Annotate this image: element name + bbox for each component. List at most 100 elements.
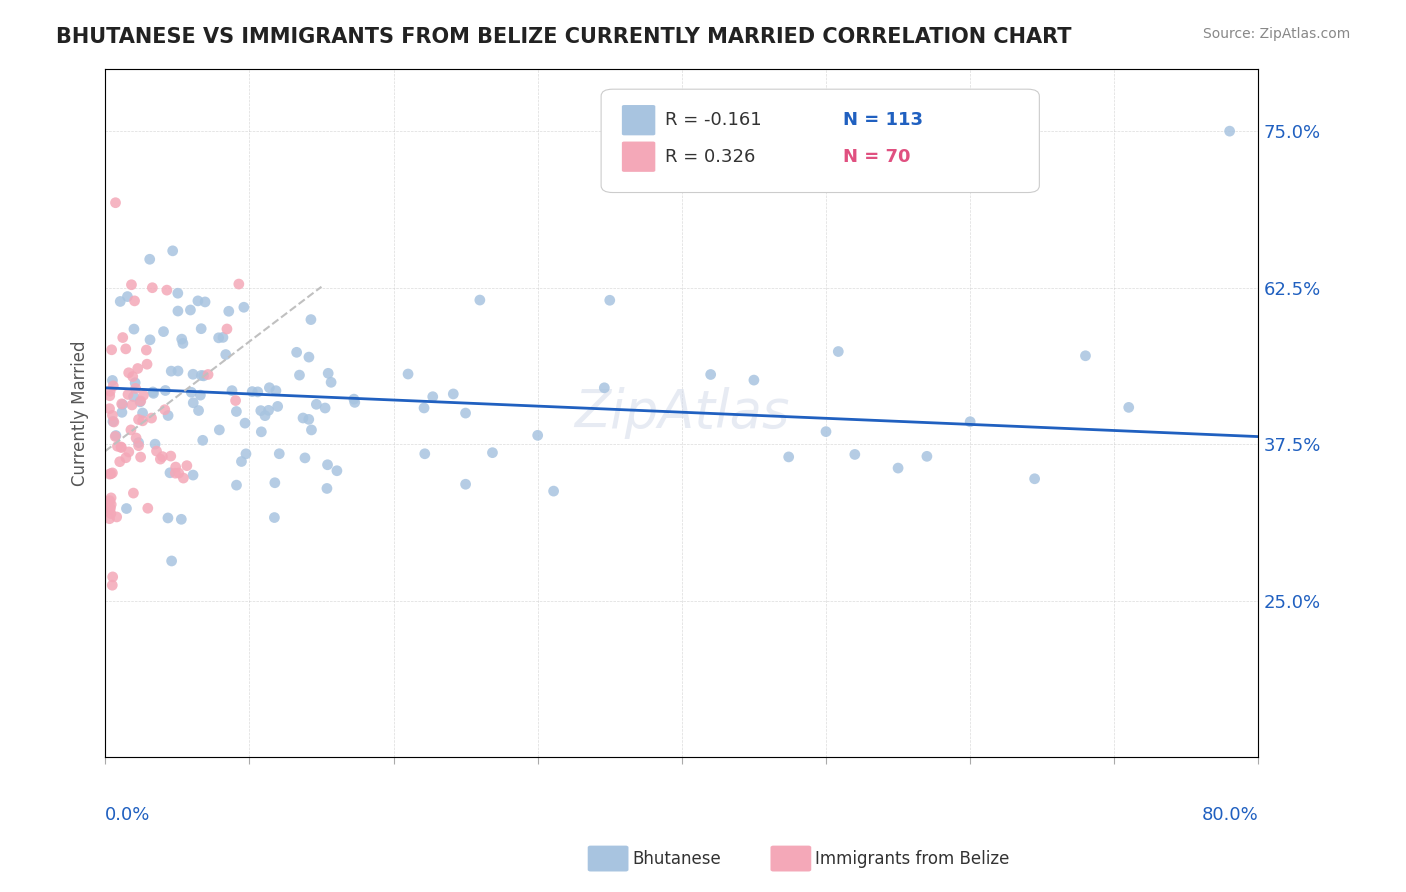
Point — [191, 434, 214, 448]
Point — [122, 390, 145, 404]
Point — [159, 449, 181, 463]
Point — [208, 331, 231, 345]
Point — [128, 435, 150, 450]
Point — [305, 397, 328, 411]
Point — [814, 425, 837, 439]
Point — [263, 475, 285, 490]
Point — [162, 244, 184, 258]
Point — [454, 477, 477, 491]
Point — [259, 381, 281, 395]
Point — [249, 403, 271, 417]
FancyBboxPatch shape — [602, 89, 1039, 193]
Point — [156, 283, 179, 297]
Point — [98, 495, 121, 509]
Point — [122, 486, 145, 500]
Point — [187, 293, 209, 308]
Point — [269, 447, 291, 461]
Point — [212, 330, 235, 344]
Point — [152, 450, 174, 464]
Point — [98, 389, 121, 403]
Point — [100, 343, 122, 357]
Point — [141, 411, 163, 425]
Point — [165, 466, 187, 480]
Point — [111, 397, 134, 411]
Point — [221, 384, 243, 398]
Point — [228, 277, 250, 291]
Point — [98, 401, 121, 416]
Point — [254, 409, 277, 423]
Point — [124, 381, 146, 395]
Point — [172, 471, 194, 485]
Point — [593, 381, 616, 395]
Point — [316, 458, 339, 472]
Point — [266, 400, 288, 414]
Point — [111, 397, 134, 411]
Point — [153, 402, 176, 417]
Point — [301, 423, 323, 437]
Point — [298, 412, 321, 426]
Point — [225, 404, 247, 418]
Point — [180, 385, 202, 400]
Point — [298, 350, 321, 364]
Point — [114, 450, 136, 465]
Point — [131, 414, 153, 428]
Point — [778, 450, 800, 464]
Point — [117, 387, 139, 401]
Point — [190, 368, 212, 383]
Point — [111, 330, 134, 344]
Text: BHUTANESE VS IMMIGRANTS FROM BELIZE CURRENTLY MARRIED CORRELATION CHART: BHUTANESE VS IMMIGRANTS FROM BELIZE CURR… — [56, 27, 1071, 46]
Point — [131, 406, 153, 420]
Point — [157, 409, 180, 423]
Point — [121, 277, 143, 292]
Point — [101, 570, 124, 584]
Point — [422, 390, 444, 404]
Point — [149, 452, 172, 467]
Point — [101, 578, 124, 592]
Point — [316, 482, 339, 496]
Point — [526, 428, 548, 442]
Point — [294, 450, 316, 465]
Point — [176, 458, 198, 473]
Point — [343, 395, 366, 409]
Point — [135, 343, 157, 357]
Point — [225, 393, 247, 408]
Point — [343, 392, 366, 406]
Point — [128, 412, 150, 426]
Point — [142, 386, 165, 401]
Point — [326, 464, 349, 478]
Point — [292, 411, 315, 425]
Point — [190, 388, 212, 402]
Point — [160, 364, 183, 378]
Text: ZipAtlas: ZipAtlas — [574, 387, 790, 439]
Point — [98, 384, 121, 399]
Point — [121, 369, 143, 384]
Point — [231, 454, 253, 468]
Point — [316, 367, 339, 381]
Point — [143, 437, 166, 451]
Point — [225, 478, 247, 492]
Point — [314, 401, 336, 415]
Point — [101, 414, 124, 428]
Point — [1074, 349, 1097, 363]
Point — [319, 376, 342, 390]
Point — [1118, 401, 1140, 415]
Point — [167, 466, 190, 480]
Point — [172, 336, 194, 351]
Point — [129, 395, 152, 409]
Point — [100, 498, 122, 512]
Point — [194, 294, 217, 309]
Point — [141, 281, 163, 295]
Point — [103, 379, 125, 393]
Point — [208, 423, 231, 437]
Point — [218, 304, 240, 318]
Point — [139, 333, 162, 347]
Point — [132, 388, 155, 402]
Point — [165, 460, 187, 475]
Y-axis label: Currently Married: Currently Married — [72, 340, 89, 486]
Point — [240, 384, 263, 399]
Point — [599, 293, 621, 308]
Point — [138, 252, 160, 267]
Point — [142, 384, 165, 399]
Point — [441, 387, 464, 401]
Point — [152, 325, 174, 339]
